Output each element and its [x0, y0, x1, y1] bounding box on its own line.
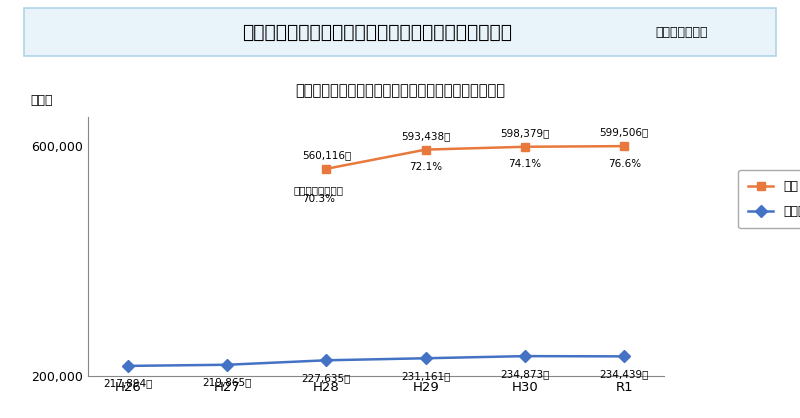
Text: （賞与支給割合）: （賞与支給割合） — [294, 185, 343, 195]
Text: 217,894円: 217,894円 — [103, 379, 153, 389]
Text: （円）: （円） — [30, 94, 53, 107]
Text: 234,873円: 234,873円 — [500, 369, 550, 379]
Text: 231,161円: 231,161円 — [401, 371, 450, 381]
Text: 70.3%: 70.3% — [302, 194, 335, 204]
Text: 227,635円: 227,635円 — [302, 373, 351, 383]
Text: 所定内賃金、賞与の経年比較＜正規職員、月給の者＞: 所定内賃金、賞与の経年比較＜正規職員、月給の者＞ — [295, 84, 505, 99]
Text: 76.6%: 76.6% — [608, 159, 641, 169]
FancyBboxPatch shape — [24, 8, 776, 56]
Text: 234,439円: 234,439円 — [599, 369, 649, 379]
Legend: 賞与, 所定内賃金: 賞与, 所定内賃金 — [738, 170, 800, 229]
Text: 74.1%: 74.1% — [509, 159, 542, 169]
Text: （事業所調査）: （事業所調査） — [656, 26, 708, 39]
Text: 72.1%: 72.1% — [409, 162, 442, 172]
Text: 所定内賃金はわずかに減少、賞与支給割合は年々増加: 所定内賃金はわずかに減少、賞与支給割合は年々増加 — [242, 23, 513, 42]
Text: 593,438円: 593,438円 — [401, 131, 450, 141]
Text: 599,506円: 599,506円 — [600, 127, 649, 138]
Text: 219,865円: 219,865円 — [202, 377, 252, 387]
Text: 560,116円: 560,116円 — [302, 150, 351, 160]
Text: 598,379円: 598,379円 — [500, 128, 550, 138]
